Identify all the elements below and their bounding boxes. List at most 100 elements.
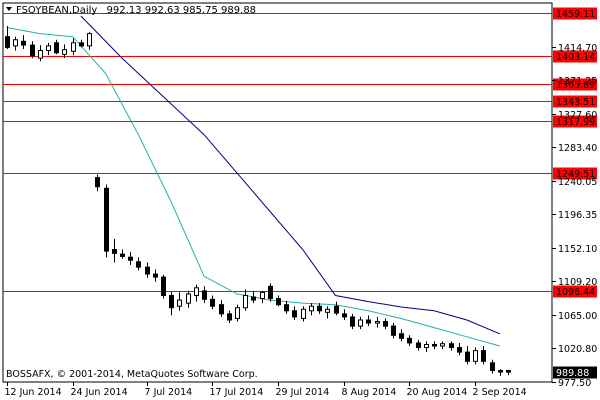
y-tick-label: 977.50: [558, 378, 591, 389]
candle: [38, 45, 43, 62]
candle-body-down: [276, 298, 281, 306]
candle-body-down: [465, 351, 470, 362]
level-label-bg: [553, 50, 597, 63]
x-tick-label: 7 Jul 2014: [145, 387, 193, 398]
candle: [473, 347, 478, 365]
candle: [62, 44, 67, 59]
candle: [292, 306, 297, 320]
candle-body-down: [449, 343, 454, 349]
candle-body-down: [506, 369, 511, 373]
candlesticks: [5, 25, 511, 376]
candle-body-up: [46, 45, 51, 51]
candle-body-up: [71, 42, 76, 52]
candle: [186, 290, 191, 308]
level-label-bg: [553, 78, 597, 91]
candle: [251, 290, 256, 304]
current-price-label: 989.88: [553, 366, 597, 379]
candle: [440, 341, 445, 350]
candle-body-down: [210, 298, 215, 307]
x-tick-label: 12 Jun 2014: [5, 387, 62, 398]
plot-frame: [2, 2, 553, 383]
candle-body-up: [62, 49, 67, 55]
candle: [268, 283, 273, 302]
header-ohlc: 992.13 992.63 985.75 989.88: [107, 5, 257, 16]
y-tick-label: 1109.20: [558, 277, 597, 288]
candle-body-down: [136, 261, 141, 268]
candle: [104, 184, 109, 258]
candle: [5, 25, 10, 49]
candle-body-down: [30, 44, 35, 57]
candle-body-down: [317, 305, 322, 312]
candle-body-up: [358, 319, 363, 327]
candle-body-down: [334, 305, 339, 314]
candle-body-up: [440, 343, 445, 347]
candle: [79, 39, 84, 48]
chart-header: FSOYBEAN,Daily 992.13 992.63 985.75 989.…: [6, 5, 256, 16]
candle-body-down: [366, 319, 371, 324]
x-tick-label: 8 Aug 2014: [342, 387, 397, 398]
x-tick-label: 24 Jun 2014: [71, 387, 128, 398]
candle: [309, 303, 314, 316]
collapse-triangle-icon[interactable]: [6, 7, 12, 11]
level-label: 1249.51: [556, 169, 595, 180]
candle-body-up: [375, 321, 380, 324]
y-tick-label: 1371.25: [558, 76, 597, 87]
candle-body-down: [498, 370, 503, 373]
candle-body-down: [481, 350, 486, 362]
candle-body-up: [177, 299, 182, 307]
candle-body-down: [112, 249, 117, 254]
candle-body-down: [342, 313, 347, 318]
candle: [317, 303, 322, 314]
ma-slow-line: [80, 15, 500, 335]
candle-body-down: [350, 316, 355, 327]
price-axis: 1414.70 1371.25 1327.60 1283.40 1240.05 1196.…: [552, 43, 597, 389]
candle-body-down: [227, 313, 232, 321]
candle: [416, 339, 421, 351]
candle: [325, 306, 330, 319]
candle: [21, 35, 26, 49]
candle-body-down: [268, 285, 273, 300]
candle: [358, 316, 363, 330]
y-tick-label: 1283.40: [558, 143, 597, 154]
timeframe: Daily: [72, 5, 97, 16]
price-label-bg: [553, 366, 597, 379]
candle-body-up: [235, 307, 240, 319]
candle: [202, 286, 207, 304]
candle: [46, 42, 51, 56]
level-label-bg: [553, 167, 597, 180]
candle: [243, 289, 248, 311]
level-label-bg: [553, 115, 597, 128]
candle: [424, 341, 429, 353]
level-label: 1317.99: [556, 117, 595, 128]
candle: [498, 368, 503, 376]
candle-body-down: [251, 296, 256, 301]
candle: [177, 292, 182, 311]
symbol-title: FSOYBEAN,Daily 992.13 992.63 985.75 989.…: [16, 5, 256, 16]
candle-body-down: [79, 42, 84, 47]
candle-body-up: [325, 308, 330, 313]
candle: [219, 300, 224, 317]
candle-body-down: [145, 266, 150, 275]
candle: [71, 38, 76, 56]
level-label-bg: [553, 95, 597, 108]
y-tick-label: 1065.00: [558, 311, 597, 322]
candle: [490, 359, 495, 374]
candle: [153, 269, 158, 282]
candle-body-down: [54, 42, 59, 54]
candle-body-down: [457, 347, 462, 353]
candle-body-down: [104, 187, 109, 252]
candle: [276, 295, 281, 307]
candle: [194, 284, 199, 302]
time-axis: 12 Jun 2014 24 Jun 2014 7 Jul 2014 17 Jul 2…: [5, 382, 527, 398]
level-label-bg: [553, 7, 597, 20]
y-tick-label: 1152.10: [558, 244, 597, 255]
symbol-name: FSOYBEAN: [16, 5, 69, 16]
x-tick-label: 29 Jul 2014: [276, 387, 330, 398]
candle-body-down: [383, 321, 388, 327]
candle-body-down: [432, 343, 437, 347]
candle: [169, 291, 174, 316]
candle: [391, 323, 396, 339]
level-label: 1365.89: [556, 80, 595, 91]
candle: [457, 342, 462, 356]
